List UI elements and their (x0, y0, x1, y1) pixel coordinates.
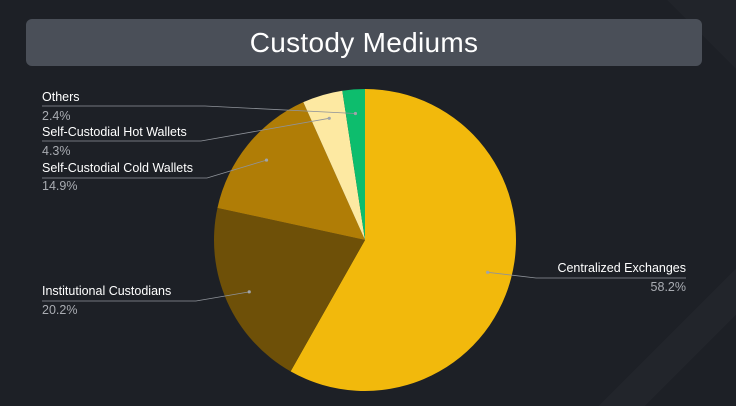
leader-lines (42, 105, 686, 302)
slice-value-label: 2.4% (42, 109, 71, 123)
slice-value-label: 14.9% (42, 179, 77, 193)
leader-line (42, 159, 267, 179)
pie-slice-centralized-exchanges (290, 89, 517, 392)
slice-value-label: 58.2% (651, 280, 686, 294)
leader-dot (486, 270, 490, 274)
pie-slice-self-custodial-hot-wallets (303, 90, 365, 240)
slice-value-label: 20.2% (42, 303, 77, 317)
pie-slice-self-custodial-cold-wallets (217, 102, 365, 241)
title-bar: Custody Mediums (26, 19, 702, 66)
leader-dot (264, 158, 269, 162)
slice-label: Centralized Exchanges (557, 261, 686, 275)
pie-slice-institutional-custodians (213, 207, 365, 372)
slice-label: Self-Custodial Cold Wallets (42, 161, 193, 175)
slice-label: Institutional Custodians (42, 284, 171, 298)
slice-label: Self-Custodial Hot Wallets (42, 125, 187, 139)
slice-labels: Centralized Exchanges 58.2% Institutional … (42, 90, 686, 317)
leader-line (42, 291, 250, 302)
leader-line (42, 105, 356, 114)
leader-dot (353, 111, 358, 116)
leader-dot (327, 116, 331, 120)
slice-value-label: 4.3% (42, 144, 71, 158)
leader-line (487, 271, 686, 279)
pie-slice-others (342, 89, 365, 240)
leader-dot (247, 290, 251, 294)
chart-title: Custody Mediums (249, 26, 479, 58)
slice-label: Others (42, 90, 80, 104)
pie-slices (213, 89, 517, 392)
leader-line (42, 117, 330, 142)
